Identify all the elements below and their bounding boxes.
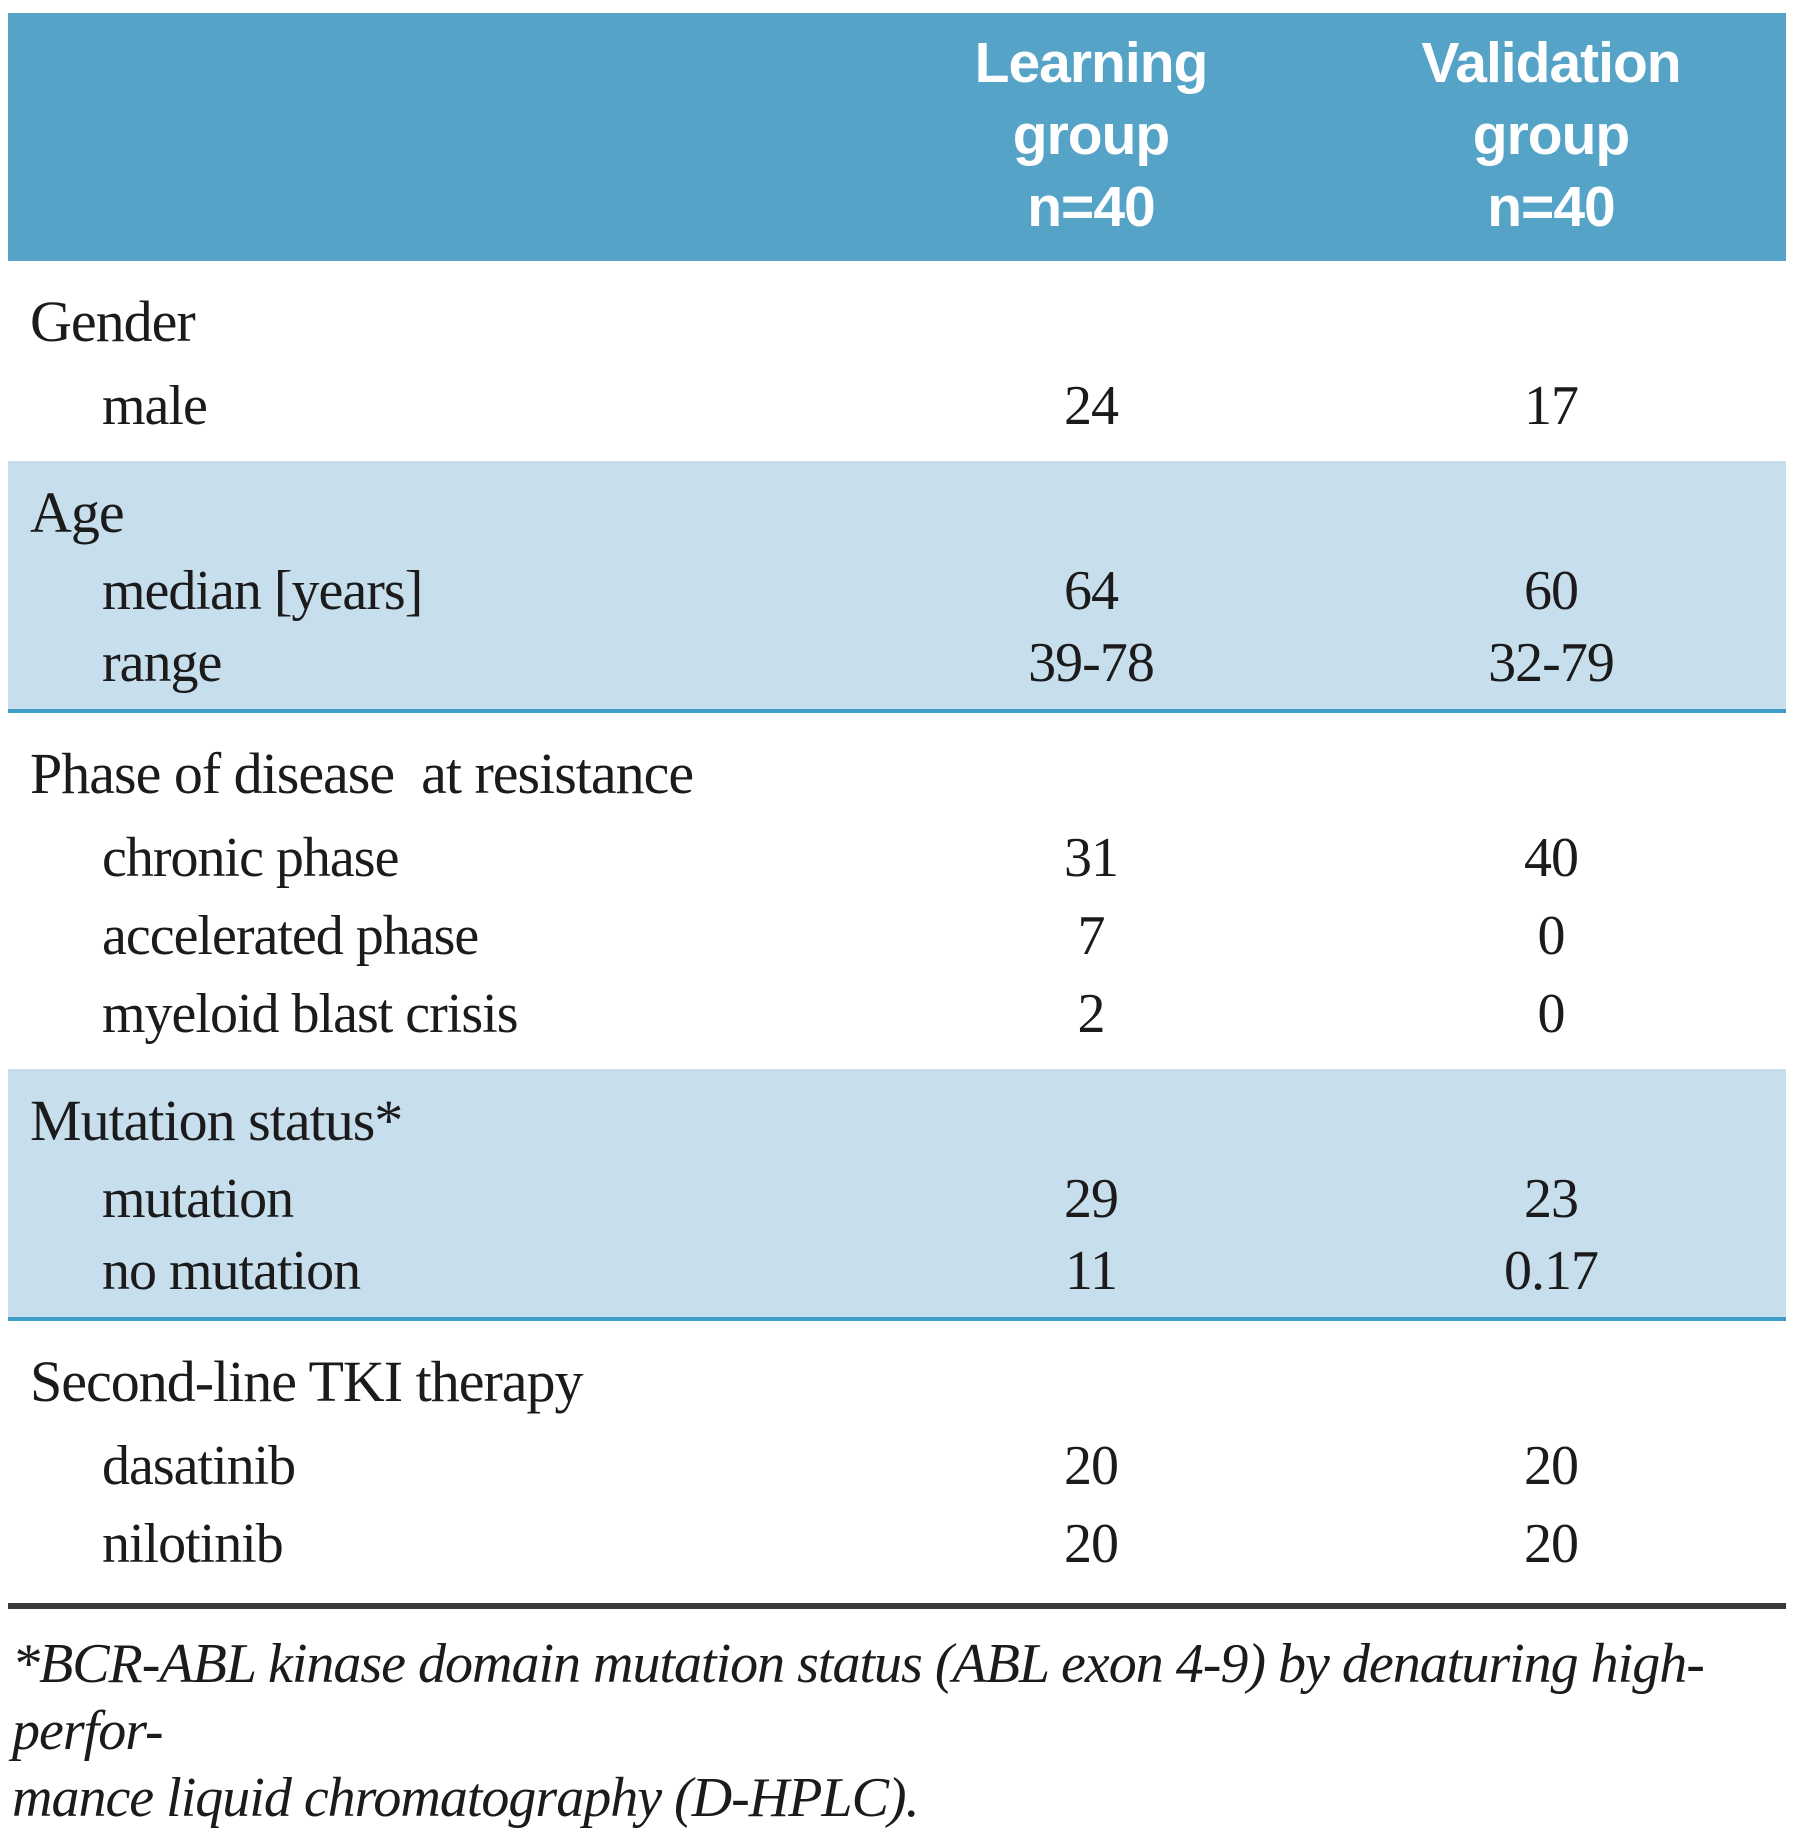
patient-characteristics-table: Learning group n=40 Validation group n=4… [8,13,1786,1599]
learning-group-value: 64 [1064,560,1119,622]
table-row: nilotinib 20 20 [8,1505,1786,1583]
table-row: dasatinib 20 20 [8,1427,1786,1505]
table-body: Gender male 24 17 Age median [years] 64 … [8,261,1786,1599]
section-title-row: Phase of disease at resistance [8,727,1786,819]
table-section: Mutation status* mutation 29 23 no mutat… [8,1069,1786,1321]
row-label: range [102,632,222,694]
section-title-row: Age [8,469,1786,555]
table-row: median [years] 64 60 [8,555,1786,627]
table-row: chronic phase 31 40 [8,819,1786,897]
column-header-line: group [1472,103,1630,167]
table-row: range 39-78 32-79 [8,627,1786,699]
row-label: no mutation [102,1240,361,1302]
column-header-learning-group: Learning group n=40 [866,27,1316,243]
footnote-line: *BCR-ABL kinase domain mutation status (… [12,1633,1705,1762]
row-label: chronic phase [102,827,399,889]
row-label: male [102,375,208,437]
table-row: male 24 17 [8,367,1786,445]
section-title: Mutation status* [30,1087,403,1153]
footnote-line: mance liquid chromatography (D-HPLC). [12,1767,920,1829]
table-row: myeloid blast crisis 2 0 [8,975,1786,1053]
table-header-band: Learning group n=40 Validation group n=4… [8,13,1786,261]
validation-group-value: 32-79 [1488,632,1615,694]
table-section: Age median [years] 64 60 range 39-78 32-… [8,461,1786,713]
table-row: mutation 29 23 [8,1163,1786,1235]
table-section: Gender male 24 17 [8,261,1786,461]
section-title-row: Gender [8,275,1786,367]
validation-group-value: 17 [1524,375,1579,437]
column-header-line: n=40 [1487,175,1616,239]
learning-group-value: 11 [1065,1240,1118,1302]
section-title-row: Second-line TKI therapy [8,1335,1786,1427]
table-row: accelerated phase 7 0 [8,897,1786,975]
validation-group-value: 40 [1524,827,1579,889]
learning-group-value: 29 [1064,1168,1119,1230]
validation-group-value: 20 [1524,1513,1579,1575]
validation-group-value: 23 [1524,1168,1579,1230]
row-label: myeloid blast crisis [102,983,519,1045]
learning-group-value: 7 [1077,905,1106,967]
column-header-line: group [1012,103,1170,167]
section-title: Age [30,479,125,545]
section-title: Gender [30,288,196,354]
row-label: nilotinib [102,1513,284,1575]
table-row: no mutation 11 0.17 [8,1235,1786,1307]
row-label: median [years] [102,560,423,622]
section-title-row: Mutation status* [8,1077,1786,1163]
row-label: accelerated phase [102,905,479,967]
table-section: Phase of disease at resistance chronic p… [8,713,1786,1069]
table-bottom-rule [8,1603,1786,1609]
table-footnote: *BCR-ABL kinase domain mutation status (… [12,1631,1780,1832]
validation-group-value: 20 [1524,1435,1579,1497]
column-header-line: Validation [1421,31,1681,95]
learning-group-value: 2 [1077,983,1106,1045]
learning-group-value: 24 [1064,375,1119,437]
validation-group-value: 0 [1537,983,1566,1045]
row-label: dasatinib [102,1435,296,1497]
learning-group-value: 20 [1064,1513,1119,1575]
column-header-line: Learning [974,31,1209,95]
learning-group-value: 20 [1064,1435,1119,1497]
learning-group-value: 39-78 [1028,632,1155,694]
column-header-validation-group: Validation group n=40 [1316,27,1786,243]
table-section: Second-line TKI therapy dasatinib 20 20 … [8,1321,1786,1599]
column-header-line: n=40 [1027,175,1156,239]
validation-group-value: 60 [1524,560,1579,622]
validation-group-value: 0.17 [1504,1240,1599,1302]
row-label: mutation [102,1168,294,1230]
validation-group-value: 0 [1537,905,1566,967]
learning-group-value: 31 [1064,827,1119,889]
section-title: Phase of disease at resistance [30,740,694,806]
section-title: Second-line TKI therapy [30,1348,584,1414]
